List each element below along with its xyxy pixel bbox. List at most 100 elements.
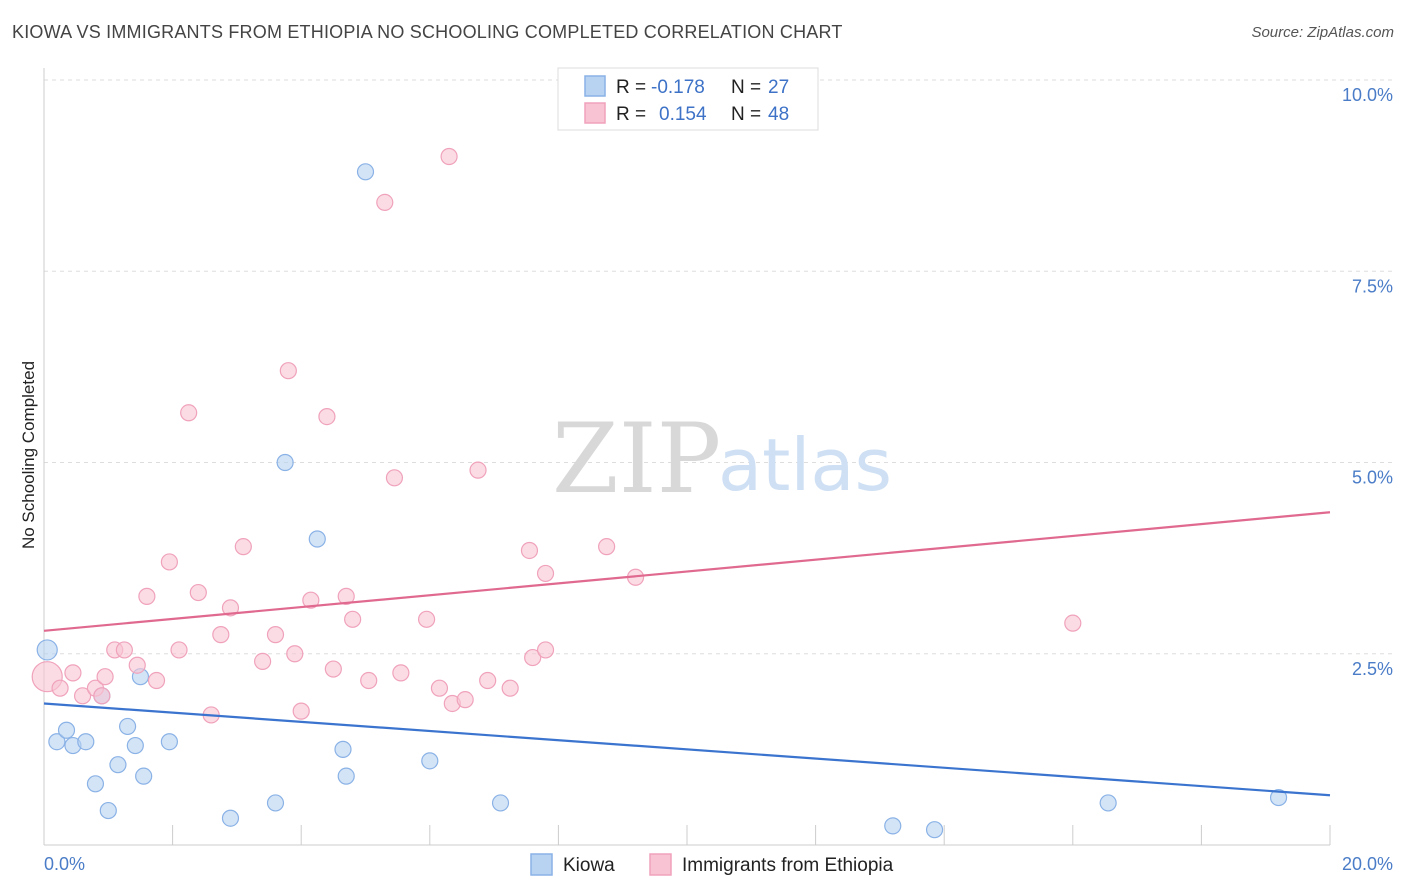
point-kiowa-18 bbox=[334, 740, 352, 758]
point-kiowa-17 bbox=[308, 530, 326, 548]
chart-title: KIOWA VS IMMIGRANTS FROM ETHIOPIA NO SCH… bbox=[12, 22, 843, 42]
point-ethiopia-35 bbox=[430, 679, 449, 697]
watermark-zip: ZIP bbox=[552, 403, 721, 515]
point-kiowa-19 bbox=[337, 767, 355, 785]
y-tick-label-1: 5.0% bbox=[1352, 468, 1393, 488]
point-kiowa-26 bbox=[1269, 788, 1288, 807]
point-kiowa-4 bbox=[77, 733, 95, 751]
point-ethiopia-18 bbox=[221, 599, 240, 617]
point-kiowa-13 bbox=[160, 733, 178, 751]
point-ethiopia-31 bbox=[376, 193, 394, 211]
point-ethiopia-14 bbox=[180, 404, 198, 422]
trend-lines bbox=[43, 511, 1331, 797]
point-ethiopia-6 bbox=[96, 668, 114, 686]
legend-swatch-pink bbox=[584, 102, 606, 124]
point-kiowa-21 bbox=[421, 752, 439, 770]
point-ethiopia-11 bbox=[147, 671, 166, 690]
legend-bottom-label-ethiopia: Immigrants from Ethiopia bbox=[682, 855, 894, 876]
y-tick-label-2: 7.5% bbox=[1352, 276, 1393, 296]
x-tick-label-0: 0.0% bbox=[44, 854, 85, 874]
point-kiowa-2 bbox=[57, 721, 76, 739]
point-ethiopia-13 bbox=[170, 641, 188, 659]
point-ethiopia-44 bbox=[536, 564, 555, 583]
point-ethiopia-9 bbox=[128, 656, 146, 674]
series-ethiopia bbox=[31, 147, 1082, 724]
legend-n-label-1: N = bbox=[731, 77, 761, 98]
legend-r-value-1: -0.178 bbox=[651, 77, 705, 98]
point-ethiopia-2 bbox=[64, 664, 82, 682]
point-ethiopia-19 bbox=[234, 538, 252, 556]
legend-r-label-1: R = bbox=[616, 77, 646, 98]
point-kiowa-20 bbox=[356, 163, 375, 181]
legend-n-value-2: 48 bbox=[768, 104, 789, 125]
legend-top: R = -0.178 N = 27 R = 0.154 N = 48 bbox=[557, 67, 819, 131]
point-ethiopia-5 bbox=[93, 687, 111, 705]
point-ethiopia-10 bbox=[138, 587, 156, 605]
point-ethiopia-3 bbox=[73, 687, 92, 705]
point-ethiopia-28 bbox=[337, 587, 355, 605]
legend-bottom-swatch-ethiopia bbox=[649, 853, 672, 876]
point-ethiopia-38 bbox=[456, 691, 474, 709]
legend-r-label-2: R = bbox=[616, 104, 646, 125]
point-kiowa-11 bbox=[135, 767, 153, 785]
point-ethiopia-1 bbox=[51, 679, 69, 697]
data-points bbox=[31, 147, 1288, 839]
point-ethiopia-21 bbox=[266, 626, 285, 644]
point-kiowa-10 bbox=[126, 736, 144, 755]
point-kiowa-25 bbox=[1099, 794, 1117, 812]
point-kiowa-16 bbox=[276, 453, 294, 472]
point-ethiopia-34 bbox=[417, 610, 436, 628]
point-ethiopia-43 bbox=[524, 648, 542, 667]
legend-bottom-swatch-kiowa bbox=[530, 853, 553, 876]
y-tick-label-0: 2.5% bbox=[1352, 659, 1393, 679]
watermark: ZIP atlas bbox=[552, 403, 892, 515]
point-ethiopia-41 bbox=[501, 679, 519, 697]
point-ethiopia-42 bbox=[520, 541, 539, 560]
point-ethiopia-20 bbox=[254, 652, 272, 671]
trend-line-kiowa bbox=[43, 702, 1331, 797]
point-ethiopia-30 bbox=[360, 671, 378, 690]
point-ethiopia-48 bbox=[1064, 614, 1082, 632]
point-kiowa-0 bbox=[36, 639, 58, 661]
point-ethiopia-40 bbox=[479, 671, 497, 690]
point-ethiopia-24 bbox=[292, 702, 310, 720]
point-ethiopia-29 bbox=[344, 610, 362, 628]
point-kiowa-14 bbox=[221, 809, 240, 827]
tick-labels: 2.5% 5.0% 7.5% 10.0% 0.0% 20.0% bbox=[44, 85, 1393, 874]
legend-bottom: Kiowa Immigrants from Ethiopia bbox=[530, 853, 894, 876]
point-kiowa-5 bbox=[86, 775, 105, 793]
point-ethiopia-27 bbox=[324, 660, 342, 678]
point-ethiopia-12 bbox=[160, 553, 178, 571]
point-ethiopia-33 bbox=[392, 664, 410, 682]
point-ethiopia-36 bbox=[440, 147, 458, 166]
point-kiowa-24 bbox=[925, 821, 944, 839]
legend-r-value-2: 0.154 bbox=[659, 104, 707, 125]
point-ethiopia-45 bbox=[536, 641, 555, 659]
point-kiowa-9 bbox=[118, 717, 137, 736]
point-kiowa-8 bbox=[109, 756, 127, 774]
point-ethiopia-22 bbox=[279, 362, 297, 380]
point-kiowa-22 bbox=[491, 794, 510, 812]
legend-bottom-label-kiowa: Kiowa bbox=[563, 855, 615, 876]
point-kiowa-23 bbox=[884, 817, 902, 835]
point-ethiopia-23 bbox=[286, 645, 304, 663]
point-ethiopia-32 bbox=[385, 469, 404, 487]
x-tick-label-1: 20.0% bbox=[1342, 854, 1393, 874]
chart-source: Source: ZipAtlas.com bbox=[1251, 24, 1394, 41]
y-tick-label-3: 10.0% bbox=[1342, 85, 1393, 105]
trend-line-ethiopia bbox=[43, 511, 1331, 632]
point-kiowa-7 bbox=[99, 801, 117, 820]
legend-swatch-blue bbox=[584, 75, 606, 97]
legend-n-label-2: N = bbox=[731, 104, 761, 125]
point-ethiopia-15 bbox=[189, 583, 207, 602]
point-ethiopia-39 bbox=[469, 461, 487, 479]
point-ethiopia-8 bbox=[115, 641, 133, 659]
point-ethiopia-46 bbox=[598, 538, 616, 556]
watermark-atlas: atlas bbox=[718, 423, 892, 507]
point-ethiopia-26 bbox=[318, 408, 336, 426]
legend-n-value-1: 27 bbox=[768, 77, 789, 98]
point-kiowa-1 bbox=[48, 733, 66, 751]
axes bbox=[43, 68, 1331, 846]
point-ethiopia-17 bbox=[212, 626, 230, 644]
